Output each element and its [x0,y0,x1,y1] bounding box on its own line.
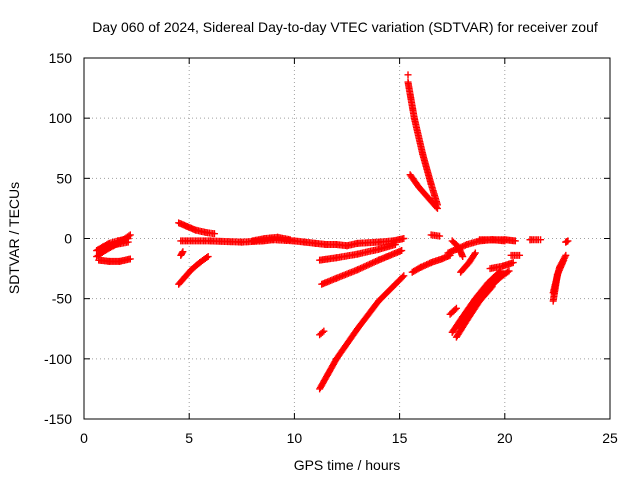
data-point [400,235,408,242]
data-point [124,238,132,246]
y-tick-label: -100 [44,351,72,367]
x-tick-label: 15 [392,430,408,446]
y-tick-label: 0 [64,231,72,247]
data-point [125,232,133,240]
data-point [562,238,570,246]
data-point [511,237,519,245]
x-tick-label: 5 [185,430,193,446]
axis-ticks: 0 5 10 15 20 25 -150 -100 -50 0 50 100 150 [44,50,618,446]
x-axis-label: GPS time / hours [294,457,401,473]
data-point [504,268,512,276]
data-point [179,248,187,256]
data-point [471,249,479,257]
data-point [204,253,212,261]
data-point [451,305,459,313]
x-tick-label: 25 [602,430,618,446]
data-point [126,231,134,239]
data-point [286,236,294,244]
data-point [516,251,524,259]
data-point [404,71,412,79]
data-point [400,272,408,280]
data-point [318,328,326,336]
x-tick-label: 10 [287,430,303,446]
data-point [399,273,407,281]
data-point [459,253,467,261]
y-tick-label: 50 [56,170,72,186]
data-point [433,204,441,212]
y-tick-label: 100 [49,110,73,126]
data-point [562,251,570,259]
data-points [93,71,572,393]
data-point [561,253,569,261]
data-point [509,259,517,267]
y-axis-label: SDTVAR / TECUs [6,182,22,294]
x-tick-label: 0 [80,430,88,446]
data-point [320,327,328,335]
chart-title: Day 060 of 2024, Sidereal Day-to-day VTE… [92,19,598,35]
data-point [436,232,444,240]
data-point [391,241,399,249]
y-tick-label: -50 [52,291,72,307]
data-point [470,250,478,258]
data-point [432,203,440,211]
data-point [126,255,134,263]
data-point [178,249,186,257]
data-point [505,267,513,275]
y-tick-label: -150 [44,411,72,427]
data-point [398,247,406,255]
x-tick-label: 20 [497,430,513,446]
data-point [210,230,218,238]
data-point [526,236,534,244]
data-point [203,254,211,262]
data-point [452,304,460,312]
data-point [537,236,545,244]
y-tick-label: 150 [49,50,73,66]
